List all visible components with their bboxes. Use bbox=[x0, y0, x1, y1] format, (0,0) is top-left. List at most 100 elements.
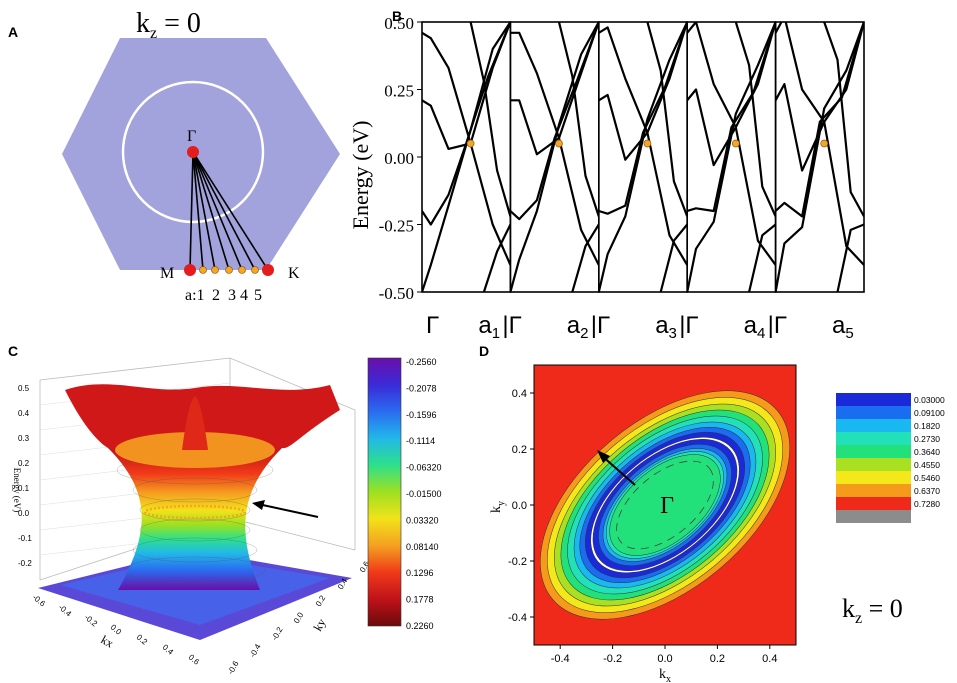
band-crossing-point bbox=[555, 139, 563, 148]
c-xtick: 0.6 bbox=[187, 653, 202, 667]
brillouin-zone-panel: kz = 0 Γ M K a:1 2 3 4 5 bbox=[62, 8, 340, 304]
path-label-1: a:1 bbox=[185, 287, 205, 304]
band-line-band-1 bbox=[422, 31, 511, 266]
band-line-band-6 bbox=[571, 223, 599, 292]
d-legend-swatch bbox=[836, 445, 911, 458]
band-line-band-3 bbox=[775, 22, 865, 218]
band-line-band-5 bbox=[734, 22, 776, 217]
band-subplot-a2 bbox=[509, 21, 600, 293]
band-line-band-2 bbox=[775, 22, 865, 172]
d-legend-label: 0.7280 bbox=[914, 499, 940, 509]
d-legend-label: 0.3640 bbox=[914, 447, 940, 457]
path-line bbox=[192, 151, 256, 271]
path-point bbox=[211, 266, 219, 274]
d-legend-swatch bbox=[836, 393, 911, 406]
d-legend-swatch bbox=[836, 471, 911, 484]
band-line-band-1 bbox=[510, 31, 599, 266]
c-xtick: -0.4 bbox=[57, 603, 74, 619]
band-xtick-gamma: |Γ bbox=[502, 312, 521, 339]
path-point bbox=[251, 266, 259, 274]
c-colorbar-label: 0.03320 bbox=[406, 515, 439, 525]
band-line-band-5 bbox=[823, 22, 865, 217]
c-colorbar-label: -0.01500 bbox=[406, 489, 442, 499]
path-line bbox=[192, 151, 204, 271]
band-line-band-2 bbox=[598, 22, 688, 161]
d-ylabel: ky bbox=[489, 501, 507, 513]
kz-title: kz = 0 bbox=[136, 8, 201, 42]
c-ytick: -0.6 bbox=[226, 659, 241, 676]
d-legend-label: 0.2730 bbox=[914, 434, 940, 444]
c-colorbar-label: -0.2560 bbox=[406, 357, 437, 367]
c-xlabel: kx bbox=[99, 632, 116, 650]
path-line bbox=[192, 151, 216, 271]
path-line bbox=[192, 151, 230, 271]
d-legend-label: 0.5460 bbox=[914, 473, 940, 483]
d-legend-swatch bbox=[836, 497, 911, 510]
path-line bbox=[192, 151, 269, 271]
band-crossing-point bbox=[643, 139, 652, 148]
band-line-band-3 bbox=[598, 22, 688, 215]
path-label-5: 5 bbox=[254, 287, 262, 304]
c-ztick: 0.1 bbox=[18, 484, 30, 493]
band-crossing-point bbox=[731, 139, 740, 148]
band-line-band-1 bbox=[598, 26, 688, 266]
c-ytick: -0.2 bbox=[270, 625, 285, 642]
surface-contours bbox=[116, 455, 274, 584]
c-zlabel: Energy (eV) bbox=[12, 468, 22, 513]
band-line-band-5 bbox=[557, 22, 599, 217]
c-colorbar-label: 0.2260 bbox=[406, 621, 434, 631]
band-crossing-point bbox=[820, 139, 829, 148]
band-ytick-label: 0.50 bbox=[384, 14, 414, 33]
band-line-band-1 bbox=[687, 22, 776, 266]
band-line-band-4 bbox=[598, 22, 688, 292]
d-legend-label: 0.1820 bbox=[914, 421, 940, 431]
d-inner-contour bbox=[616, 460, 714, 550]
c-colorbar-label: 0.1778 bbox=[406, 595, 434, 605]
c-ylabel: ky bbox=[310, 616, 328, 633]
c-xtick: -0.2 bbox=[83, 613, 100, 629]
band-line-band-2 bbox=[687, 22, 776, 167]
band-line-band-4 bbox=[510, 22, 599, 292]
d-xtick-label: -0.2 bbox=[603, 653, 622, 665]
gamma-label: Γ bbox=[187, 128, 196, 145]
band-ytick-label: 0.25 bbox=[384, 82, 414, 101]
d-legend-swatch bbox=[836, 406, 911, 419]
c-colorbar-label: -0.06320 bbox=[406, 463, 442, 473]
band-subplot-a5 bbox=[774, 21, 865, 293]
d-legend-label: 0.4550 bbox=[914, 460, 940, 470]
hexagon-zone bbox=[62, 38, 340, 270]
d-xtick-label: -0.4 bbox=[551, 653, 570, 665]
path-label-3: 3 bbox=[228, 287, 236, 304]
band-subplot-a4 bbox=[686, 21, 777, 293]
d-xtick-label: 0.0 bbox=[657, 653, 672, 665]
d-contour-level bbox=[609, 454, 721, 556]
d-ytick-label: -0.4 bbox=[508, 612, 527, 624]
panel-label-a: A bbox=[8, 24, 19, 40]
d-xtick-label: 0.2 bbox=[710, 653, 725, 665]
band-line-band-5 bbox=[646, 22, 688, 217]
c-ztick: 0.2 bbox=[18, 459, 30, 468]
band-line-band-6 bbox=[748, 223, 776, 292]
d-legend-label: 0.6370 bbox=[914, 486, 940, 496]
c-ztick: 0.4 bbox=[18, 409, 30, 418]
d-legend-swatch bbox=[836, 419, 911, 432]
c-ztick: 0.5 bbox=[18, 384, 30, 393]
band-xtick-gamma: Γ bbox=[426, 312, 439, 339]
c-ztick: 0.3 bbox=[18, 434, 30, 443]
d-ytick-label: 0.2 bbox=[512, 444, 527, 456]
band-subplot-a1 bbox=[421, 21, 512, 293]
band-xtick-gamma: |Γ bbox=[768, 312, 787, 339]
fermi-contour-chart: Γ -0.4 -0.2 0.0 0.2 0.4 0.4 0.2 0.0 -0.2 -0.4 kx… bbox=[489, 364, 945, 683]
panel-label-c: C bbox=[8, 343, 19, 359]
c-colorbar-label: 0.1296 bbox=[406, 568, 434, 578]
k-point bbox=[262, 264, 274, 276]
d-legend-swatch bbox=[836, 510, 911, 523]
d-arrow bbox=[600, 454, 636, 486]
band-xtick-gamma: |Γ bbox=[591, 312, 610, 339]
c-colorbar-label: 0.08140 bbox=[406, 542, 439, 552]
band-line-band-6 bbox=[836, 223, 865, 292]
band-line-band-3 bbox=[422, 22, 511, 226]
band-line-band-4 bbox=[422, 22, 511, 292]
d-xlabel: kx bbox=[659, 667, 671, 683]
